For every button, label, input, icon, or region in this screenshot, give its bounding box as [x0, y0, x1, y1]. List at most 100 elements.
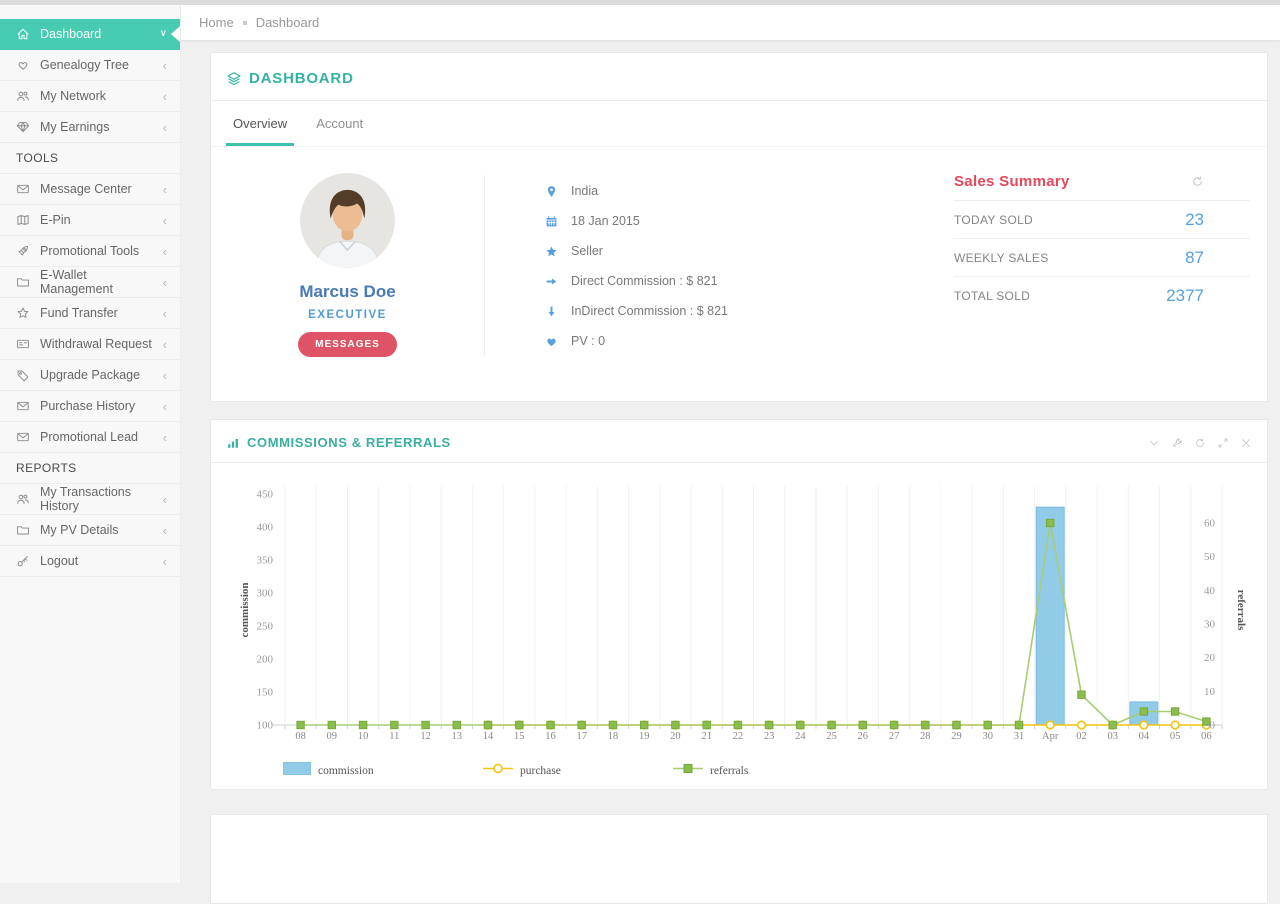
- svg-text:350: 350: [257, 555, 274, 567]
- bar-chart-icon: [226, 436, 240, 450]
- tab-overview[interactable]: Overview: [226, 116, 295, 146]
- sidebar-item-label: Promotional Lead: [40, 430, 138, 444]
- sidebar-item-fund-transfer[interactable]: Fund Transfer ‹: [0, 298, 180, 329]
- tab-account[interactable]: Account: [316, 116, 364, 131]
- sidebar-item-my-transactions-history[interactable]: My Transactions History ‹: [0, 484, 180, 515]
- diamond-icon: [16, 120, 40, 134]
- detail-text: PV : 0: [571, 334, 606, 348]
- sidebar-item-purchase-history[interactable]: Purchase History ‹: [0, 391, 180, 422]
- messages-button[interactable]: MESSAGES: [298, 332, 397, 357]
- svg-text:17: 17: [576, 731, 587, 742]
- sidebar-item-message-center[interactable]: Message Center ‹: [0, 174, 180, 205]
- svg-text:26: 26: [858, 731, 869, 742]
- sidebar-section-reports: REPORTS: [0, 453, 180, 484]
- booklet-icon: [16, 213, 40, 227]
- sidebar-item-e-pin[interactable]: E-Pin ‹: [0, 205, 180, 236]
- profile-details: India 18 Jan 2015 Seller Direct Commission …: [485, 173, 895, 357]
- tabs: Overview Account: [211, 101, 1267, 147]
- svg-text:29: 29: [951, 731, 962, 742]
- chevron-left-icon: ‹: [162, 243, 167, 259]
- refresh-icon[interactable]: [1194, 437, 1206, 449]
- svg-text:27: 27: [889, 731, 900, 742]
- arrow-down-icon: [545, 305, 571, 318]
- svg-text:0: 0: [1210, 720, 1216, 732]
- sales-value: 87: [1185, 247, 1204, 267]
- wallet-icon: [16, 523, 40, 537]
- sidebar-item-my-network[interactable]: My Network ‹: [0, 81, 180, 112]
- svg-text:16: 16: [545, 731, 556, 742]
- svg-text:12: 12: [420, 731, 431, 742]
- main-content: Home Dashboard DASHBOARD Overview Account: [181, 5, 1280, 904]
- detail-text: Direct Commission : $ 821: [571, 274, 718, 288]
- sidebar-item-my-pv-details[interactable]: My PV Details ‹: [0, 515, 180, 546]
- sales-value: 23: [1185, 209, 1204, 229]
- sidebar-item-e-wallet-management[interactable]: E-Wallet Management ‹: [0, 267, 180, 298]
- chevron-left-icon: ‹: [162, 212, 167, 228]
- chevron-left-icon: ‹: [162, 553, 167, 569]
- sidebar: Dashboard ∨ Genealogy Tree ‹ My Network ‹ My E…: [0, 5, 181, 883]
- chevron-left-icon: ‹: [162, 181, 167, 197]
- svg-text:15: 15: [514, 731, 525, 742]
- sidebar-item-dashboard[interactable]: Dashboard ∨: [0, 19, 180, 50]
- svg-text:150: 150: [257, 687, 274, 699]
- svg-text:20: 20: [670, 731, 681, 742]
- svg-text:18: 18: [608, 731, 619, 742]
- sidebar-item-logout[interactable]: Logout ‹: [0, 546, 180, 577]
- sidebar-item-label: Promotional Tools: [40, 244, 140, 258]
- sidebar-item-upgrade-package[interactable]: Upgrade Package ‹: [0, 360, 180, 391]
- hand-heart-icon: [16, 58, 40, 72]
- sidebar-item-genealogy-tree[interactable]: Genealogy Tree ‹: [0, 50, 180, 81]
- sales-label: TODAY SOLD: [954, 212, 1034, 227]
- chart-legend: commission purchase referrals: [229, 759, 1249, 783]
- wrench-icon[interactable]: [1171, 437, 1183, 449]
- svg-text:300: 300: [257, 588, 274, 600]
- legend-swatch-purchase: [483, 762, 513, 780]
- svg-text:30: 30: [983, 731, 994, 742]
- chevron-left-icon: ‹: [162, 274, 167, 290]
- sales-summary: Sales Summary TODAY SOLD 23 WEEKLY SALES 87…: [954, 173, 1250, 357]
- svg-text:21: 21: [701, 731, 712, 742]
- breadcrumb-current: Dashboard: [255, 15, 320, 30]
- envelope-icon: [16, 430, 40, 444]
- card-icon: [16, 337, 40, 351]
- chevron-down-icon[interactable]: [1148, 437, 1160, 449]
- legend-label: purchase: [520, 765, 561, 777]
- sidebar-item-label: Withdrawal Request: [40, 337, 152, 351]
- expand-icon[interactable]: [1217, 437, 1229, 449]
- svg-text:06: 06: [1201, 731, 1212, 742]
- chart-area: 100 150 200 250 300 350 400 450 0 10 20 30 40 50 60 08 0…: [211, 463, 1267, 789]
- sidebar-item-my-earnings[interactable]: My Earnings ‹: [0, 112, 180, 143]
- heart-icon: [545, 335, 571, 348]
- svg-text:08: 08: [295, 731, 306, 742]
- avatar: [300, 173, 395, 268]
- svg-text:200: 200: [257, 654, 274, 666]
- sidebar-item-promotional-lead[interactable]: Promotional Lead ‹: [0, 422, 180, 453]
- legend-item-purchase: purchase: [483, 762, 561, 780]
- breadcrumb-home[interactable]: Home: [199, 15, 234, 30]
- sidebar-item-label: My Transactions History: [40, 485, 132, 513]
- chevron-left-icon: ‹: [162, 88, 167, 104]
- sales-label: WEEKLY SALES: [954, 250, 1049, 265]
- user-rank: EXECUTIVE: [308, 309, 387, 321]
- sidebar-item-withdrawal-request[interactable]: Withdrawal Request ‹: [0, 329, 180, 360]
- refresh-icon[interactable]: [1191, 175, 1204, 188]
- svg-text:30: 30: [1204, 619, 1216, 631]
- svg-text:03: 03: [1107, 731, 1118, 742]
- svg-text:14: 14: [483, 731, 494, 742]
- svg-text:23: 23: [764, 731, 775, 742]
- chevron-left-icon: ‹: [162, 429, 167, 445]
- profile-section: Marcus Doe EXECUTIVE MESSAGES India 18 Ja…: [211, 147, 1267, 401]
- profile-card: Marcus Doe EXECUTIVE MESSAGES: [211, 173, 484, 357]
- page-title: DASHBOARD: [249, 70, 354, 87]
- detail-row: Seller: [545, 236, 895, 266]
- legend-item-referrals: referrals: [673, 762, 748, 780]
- star-icon: [16, 306, 40, 320]
- close-icon[interactable]: [1240, 437, 1252, 449]
- svg-text:31: 31: [1014, 731, 1025, 742]
- chevron-left-icon: ‹: [162, 491, 167, 507]
- rocket-icon: [16, 244, 40, 258]
- users-icon: [16, 89, 40, 103]
- star-icon: [545, 245, 571, 258]
- sidebar-item-promotional-tools[interactable]: Promotional Tools ‹: [0, 236, 180, 267]
- chart-title: COMMISSIONS & REFERRALS: [247, 435, 451, 450]
